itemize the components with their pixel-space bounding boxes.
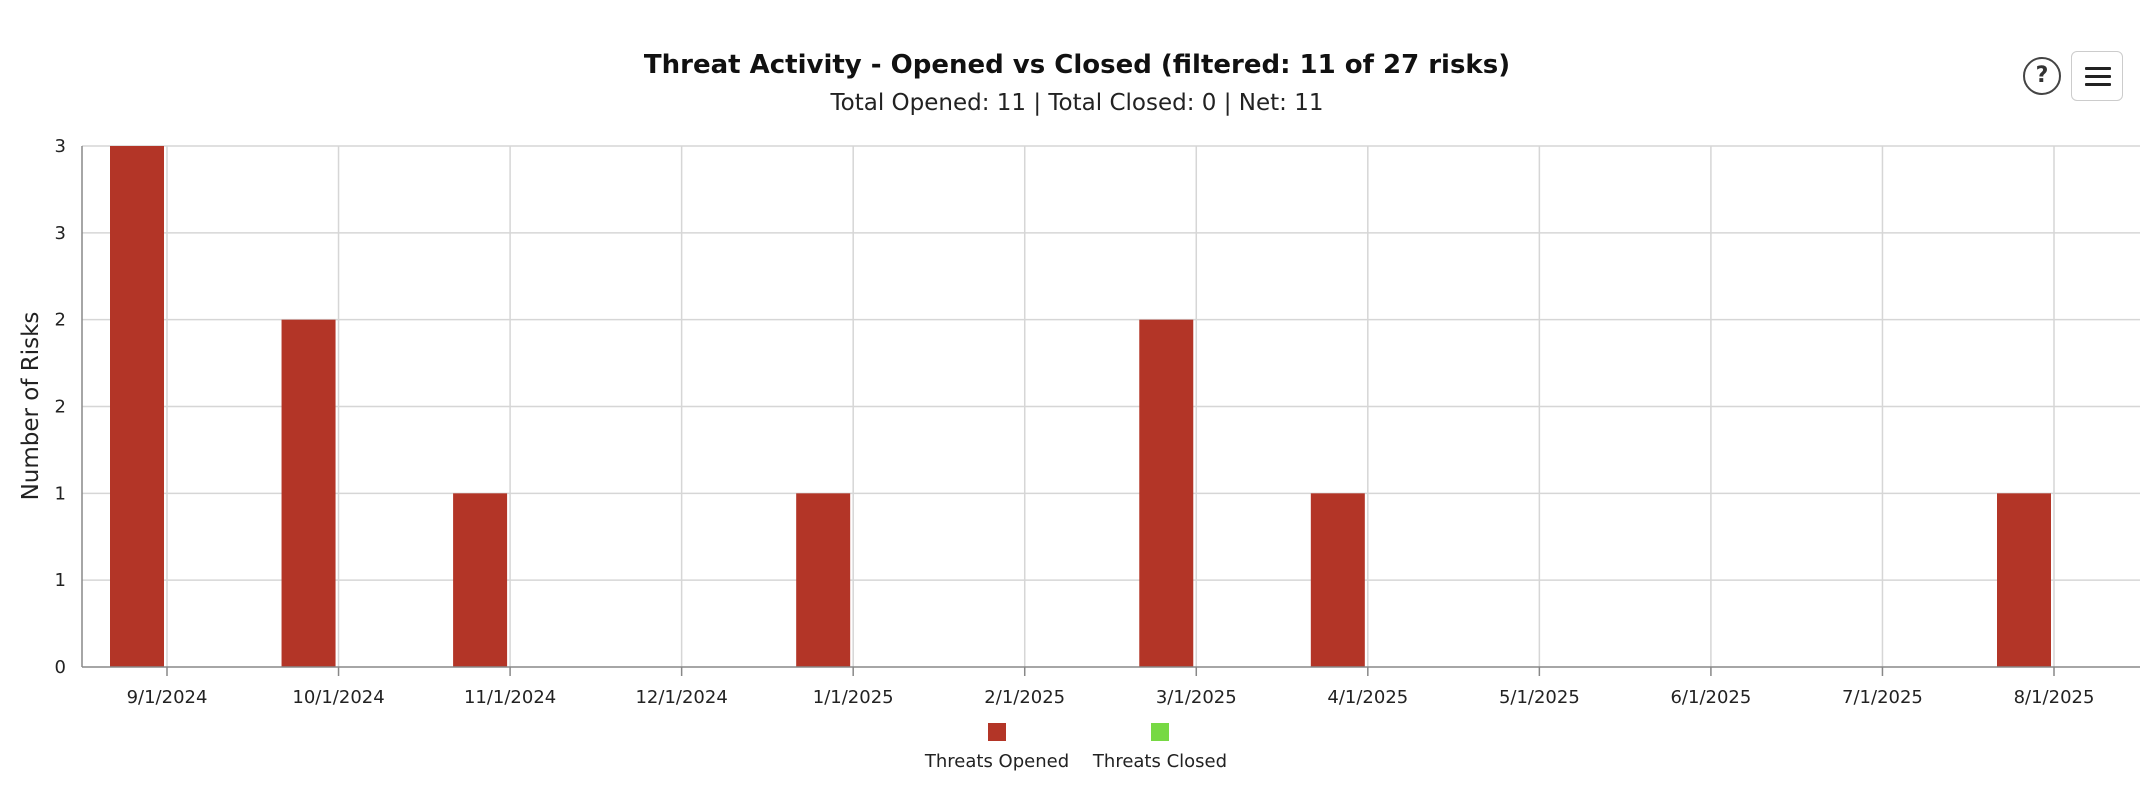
y-tick-label: 3 xyxy=(55,136,66,157)
bar-threats-opened[interactable] xyxy=(796,493,851,667)
bars xyxy=(110,146,2051,667)
menu-button[interactable] xyxy=(2071,51,2123,101)
legend-swatch[interactable] xyxy=(988,723,1006,741)
x-tick-label: 11/1/2024 xyxy=(464,687,556,708)
x-tick-label: 5/1/2025 xyxy=(1499,687,1580,708)
x-tick-label: 3/1/2025 xyxy=(1156,687,1237,708)
x-tick-label: 6/1/2025 xyxy=(1670,687,1751,708)
chart-subtitle: Total Opened: 11 | Total Closed: 0 | Net… xyxy=(830,90,1324,116)
bar-threats-opened[interactable] xyxy=(453,493,508,667)
x-tick-label: 4/1/2025 xyxy=(1327,687,1408,708)
bar-threats-opened[interactable] xyxy=(1139,319,1194,667)
legend-label[interactable]: Threats Closed xyxy=(1092,751,1227,772)
x-tick-label: 8/1/2025 xyxy=(2014,687,2095,708)
bar-threats-opened[interactable] xyxy=(281,319,336,667)
bar-threats-opened[interactable] xyxy=(110,146,164,667)
y-tick-label: 1 xyxy=(55,483,66,504)
x-tick-label: 9/1/2024 xyxy=(127,687,208,708)
y-tick-label: 3 xyxy=(55,223,66,244)
bar-threats-opened[interactable] xyxy=(1997,493,2051,667)
y-axis-label: Number of Risks xyxy=(18,312,44,501)
help-button[interactable]: ? xyxy=(2023,57,2061,95)
legend-swatch[interactable] xyxy=(1151,723,1169,741)
x-tick-label: 10/1/2024 xyxy=(292,687,384,708)
question-circle-icon: ? xyxy=(2035,63,2049,88)
y-tick-label: 1 xyxy=(55,570,66,591)
x-tick-label: 7/1/2025 xyxy=(1842,687,1923,708)
legend-label[interactable]: Threats Opened xyxy=(924,751,1069,772)
y-tick-label: 2 xyxy=(55,397,66,418)
y-tick-label: 2 xyxy=(55,310,66,331)
bar-threats-opened[interactable] xyxy=(1310,493,1365,667)
legend: Threats Opened Threats Closed xyxy=(924,723,1227,772)
x-tick-label: 2/1/2025 xyxy=(984,687,1065,708)
x-tick-label: 1/1/2025 xyxy=(813,687,894,708)
y-tick-label: 0 xyxy=(55,657,66,678)
hamburger-menu-icon xyxy=(2085,67,2111,70)
axes: 0 1 1 2 2 3 3 9/1/2024 10/1/2024 11/1/2024 12/1/20… xyxy=(55,136,2140,708)
chart-title: Threat Activity - Opened vs Closed (filt… xyxy=(644,50,1510,80)
x-tick-label: 12/1/2024 xyxy=(635,687,727,708)
hamburger-menu-icon xyxy=(2085,83,2111,86)
grid-lines xyxy=(82,145,2140,667)
hamburger-menu-icon xyxy=(2085,75,2111,78)
